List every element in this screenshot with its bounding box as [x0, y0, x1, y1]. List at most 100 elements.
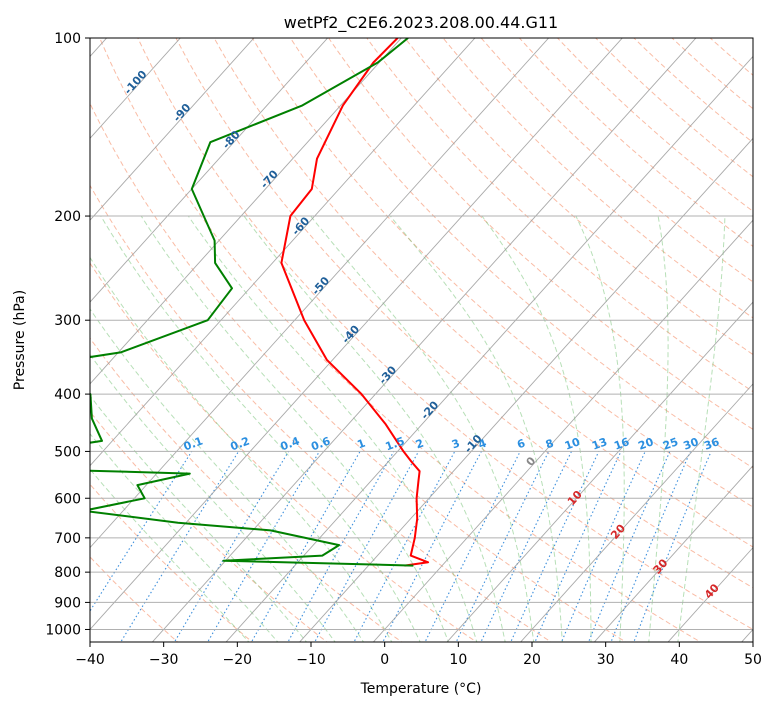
mixing-ratio-label: 8: [544, 437, 556, 452]
dry-adiabat-line: [213, 38, 753, 548]
isotherm-label: -90: [171, 101, 194, 125]
isotherm-line: [299, 137, 753, 642]
isotherm-line: [520, 383, 753, 642]
mixing-ratio-line: [424, 451, 521, 642]
isotherm-label: -100: [122, 68, 150, 97]
mixing-ratio-label: 10: [563, 435, 582, 453]
isotherm-line: [593, 465, 753, 642]
mixing-ratio-line: [250, 451, 361, 642]
mixing-ratio-line: [534, 451, 622, 642]
mixing-ratio-label: 4: [477, 436, 489, 451]
mixing-ratio-line: [314, 451, 420, 642]
isotherm-label: -60: [289, 214, 312, 238]
isotherm-label: 0: [524, 454, 539, 469]
y-tick-label: 500: [54, 444, 81, 460]
temperature-line: [280, 38, 430, 567]
moist-adiabat-line: [677, 215, 726, 642]
x-tick-label: −10: [296, 652, 326, 668]
dry-adiabat-line: [518, 38, 753, 247]
mixing-ratio-label: 0.1: [182, 435, 205, 454]
isotherm-line: [90, 38, 550, 549]
moist-adiabat-line: [187, 215, 478, 642]
mixing-ratio-line: [588, 451, 671, 642]
dry-adiabat-line: [709, 38, 753, 76]
mixing-ratio-label: 6: [515, 436, 527, 451]
isotherm-label: -40: [339, 322, 362, 346]
isotherm-line: [446, 301, 753, 642]
plot-frame: [89, 37, 754, 643]
data-series: [90, 38, 430, 567]
y-tick-label: 800: [54, 565, 81, 581]
isotherm-label: 40: [702, 581, 722, 601]
isotherm-line: [372, 219, 753, 642]
x-tick-label: −30: [149, 652, 179, 668]
mixing-ratio-line: [455, 451, 550, 642]
moist-adiabat-line: [243, 215, 506, 642]
moist-adiabat-line: [575, 215, 625, 642]
isotherm-line: [90, 38, 402, 385]
mixing-ratio-line: [382, 451, 482, 642]
mixing-ratio-label: 20: [636, 435, 655, 453]
isotherm-line: [151, 38, 697, 642]
x-tick-label: 0: [380, 652, 389, 668]
moist-adiabat-line: [90, 256, 393, 642]
y-axis-label: Pressure (hPa): [12, 290, 28, 390]
dry-adiabat-line: [366, 38, 753, 393]
dry-adiabat-line: [480, 38, 753, 283]
moist-adiabat-line: [90, 308, 365, 642]
y-tick-label: 100: [54, 31, 81, 47]
x-axis-label: Temperature (°C): [360, 681, 482, 697]
x-tick-label: −40: [75, 652, 105, 668]
isotherm-line: [90, 38, 623, 631]
isotherm-line: [667, 546, 753, 642]
dry-adiabat-line: [90, 483, 254, 642]
isotherm-line: [741, 628, 753, 642]
isotherm-label: 30: [651, 556, 671, 576]
mixing-ratio-label: 1.5: [384, 435, 407, 454]
dry-adiabat-line: [595, 38, 753, 178]
isotherm-label: -50: [309, 274, 332, 298]
dry-adiabat-line: [90, 184, 552, 642]
mixing-ratio-label: 3: [450, 437, 462, 452]
mixing-ratio-label: 1: [355, 437, 367, 452]
dry-adiabat-line: [175, 38, 753, 589]
y-tick-label: 900: [54, 595, 81, 611]
isotherm-line: [90, 38, 255, 221]
isotherm-label: -20: [418, 398, 441, 422]
moist-adiabat-line: [90, 395, 308, 642]
x-tick-label: 50: [744, 652, 762, 668]
dry-adiabat-line: [90, 262, 478, 642]
moist-adiabat-line: [100, 215, 421, 642]
dry-adiabat-line: [404, 38, 753, 356]
y-tick-label: 300: [54, 313, 81, 329]
axes: −40 −30 −20 −10 0 10 20 30 40 5010020030040050060…: [45, 31, 762, 668]
mixing-ratio-label: 30: [682, 435, 701, 453]
mixing-ratio-line: [207, 451, 320, 642]
isotherm-label: 10: [565, 488, 585, 508]
mixing-ratio-line: [633, 451, 712, 642]
moist-adiabat-line: [140, 215, 449, 642]
moist-adiabat-line: [90, 432, 279, 642]
y-tick-label: 1000: [45, 622, 81, 638]
x-tick-label: −20: [223, 652, 253, 668]
mixing-ratio-line: [560, 451, 646, 642]
mixing-ratio-line: [610, 451, 691, 642]
isotherm-line: [90, 38, 476, 467]
x-tick-label: 10: [449, 652, 467, 668]
mixing-ratio-label: 13: [590, 435, 609, 452]
mixing-ratio-label: 36: [702, 435, 721, 453]
chart-title: wetPf2_C2E6.2023.208.00.44.G11: [284, 13, 558, 33]
dry-adiabat-line: [556, 38, 753, 212]
dry-adiabat-line: [251, 38, 753, 508]
mixing-ratio-label: 25: [661, 435, 680, 452]
mixing-ratio-label: 0.6: [309, 434, 332, 453]
dry-adiabat-line: [327, 38, 753, 431]
y-tick-label: 400: [54, 387, 81, 403]
mixing-ratio-line: [120, 451, 240, 642]
x-tick-label: 20: [523, 652, 541, 668]
isotherm-label: 20: [608, 522, 628, 542]
y-tick-label: 700: [54, 531, 81, 547]
moist-adiabat-line: [310, 215, 535, 642]
x-tick-label: 30: [597, 652, 615, 668]
